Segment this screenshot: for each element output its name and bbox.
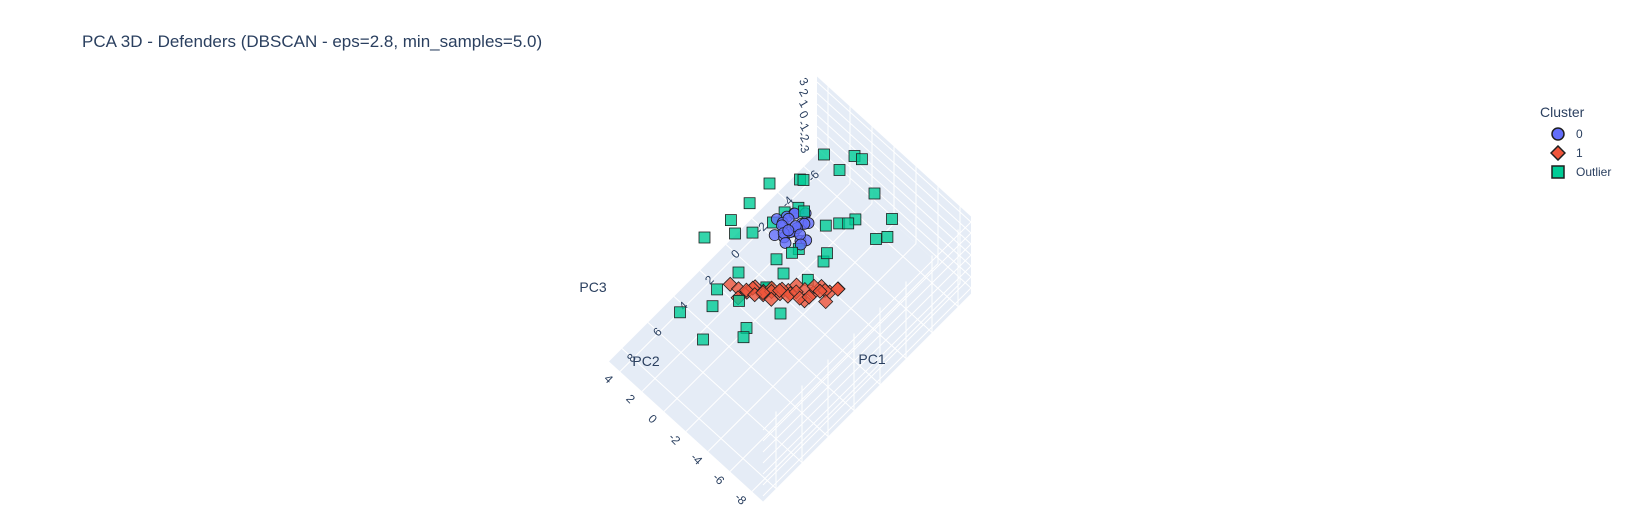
- point-cluster-outlier[interactable]: [774, 307, 787, 320]
- point-cluster-outlier[interactable]: [786, 246, 798, 259]
- point-cluster-outlier[interactable]: [725, 214, 737, 227]
- point-cluster-outlier[interactable]: [777, 267, 790, 280]
- grid-line-pc3: [762, 232, 972, 442]
- point-cluster-outlier[interactable]: [697, 333, 709, 346]
- point-cluster-1[interactable]: [763, 291, 779, 307]
- point-cluster-outlier[interactable]: [833, 164, 846, 176]
- point-cluster-outlier[interactable]: [737, 331, 750, 344]
- point-cluster-outlier[interactable]: [798, 205, 810, 218]
- legend-marker-circle-icon: [1551, 126, 1565, 141]
- grid-line-pc3: [762, 265, 972, 475]
- point-cluster-outlier[interactable]: [743, 197, 756, 210]
- legend-title: Cluster: [1540, 104, 1585, 120]
- point-cluster-outlier[interactable]: [842, 217, 855, 230]
- tick-label-pc2: -2: [666, 430, 684, 448]
- legend-item-0[interactable]: 0: [1550, 124, 1611, 143]
- legend-item-outlier[interactable]: Outlier: [1550, 162, 1611, 181]
- tick-label-pc2: -4: [688, 450, 706, 468]
- point-cluster-outlier[interactable]: [706, 300, 719, 313]
- grid-line-pc3: [816, 114, 972, 256]
- point-cluster-outlier[interactable]: [729, 227, 741, 240]
- tick-label-pc2: 2: [623, 392, 638, 407]
- axis-title-pc1: PC1: [858, 351, 885, 367]
- point-cluster-0[interactable]: [779, 237, 792, 249]
- point-cluster-outlier[interactable]: [763, 177, 776, 190]
- grid-line-pc2: [619, 163, 829, 372]
- point-cluster-outlier[interactable]: [818, 148, 830, 161]
- point-cluster-outlier[interactable]: [770, 253, 783, 266]
- point-cluster-0[interactable]: [794, 238, 807, 251]
- grid-line-pc3: [762, 221, 972, 431]
- point-cluster-outlier[interactable]: [746, 226, 759, 239]
- point-cluster-0[interactable]: [794, 228, 806, 241]
- grid-line-pc2: [751, 283, 961, 492]
- point-cluster-1[interactable]: [812, 283, 828, 299]
- grid-line-pc3: [816, 136, 972, 278]
- grid-line-pc3: [762, 276, 972, 486]
- point-cluster-outlier[interactable]: [819, 219, 832, 232]
- point-cluster-outlier[interactable]: [881, 230, 894, 243]
- legend-label: 1: [1576, 145, 1583, 160]
- grid-line-pc3: [762, 243, 972, 453]
- legend: Cluster 0 1 Outlier: [1540, 104, 1611, 181]
- grid-line-pc3: [816, 81, 972, 223]
- tick-label-pc2: -6: [710, 470, 728, 488]
- grid-line-pc2: [729, 263, 939, 472]
- point-cluster-outlier[interactable]: [797, 174, 810, 186]
- point-cluster-outlier[interactable]: [698, 231, 711, 244]
- tick-label-pc2: 4: [601, 372, 616, 387]
- point-cluster-1[interactable]: [830, 281, 846, 297]
- point-cluster-0[interactable]: [782, 224, 795, 237]
- axis-title-pc2: PC2: [632, 353, 659, 369]
- legend-marker-square-icon: [1551, 164, 1565, 179]
- grid-line-pc2: [663, 203, 873, 412]
- point-cluster-outlier[interactable]: [732, 266, 745, 279]
- point-cluster-outlier[interactable]: [868, 187, 881, 200]
- point-cluster-outlier[interactable]: [711, 283, 723, 296]
- legend-item-1[interactable]: 1: [1550, 143, 1611, 162]
- grid-line-pc2: [685, 223, 895, 432]
- point-cluster-1[interactable]: [755, 285, 771, 301]
- legend-label: 0: [1576, 126, 1583, 141]
- grid-line-pc3: [762, 287, 972, 497]
- grid-line-pc3: [816, 92, 972, 234]
- point-cluster-outlier[interactable]: [856, 153, 868, 166]
- point-cluster-outlier[interactable]: [870, 233, 882, 245]
- grid-line-pc3: [762, 254, 972, 464]
- point-cluster-1[interactable]: [801, 289, 817, 305]
- point-cluster-1[interactable]: [818, 294, 834, 310]
- grid-line-pc2: [707, 243, 917, 452]
- chart-title: PCA 3D - Defenders (DBSCAN - eps=2.8, mi…: [82, 32, 543, 51]
- legend-label: Outlier: [1576, 164, 1612, 179]
- point-cluster-outlier[interactable]: [733, 294, 745, 307]
- tick-label-pc2: 0: [645, 412, 660, 427]
- grid-line-pc3: [816, 103, 972, 245]
- legend-marker-diamond-icon: [1550, 144, 1566, 161]
- point-cluster-outlier[interactable]: [886, 213, 898, 225]
- point-cluster-outlier[interactable]: [821, 247, 833, 260]
- point-cluster-outlier[interactable]: [674, 306, 686, 319]
- grid-line-pc3: [816, 125, 972, 267]
- tick-label-pc2: -8: [732, 490, 750, 508]
- axis-title-pc3: PC3: [579, 279, 606, 295]
